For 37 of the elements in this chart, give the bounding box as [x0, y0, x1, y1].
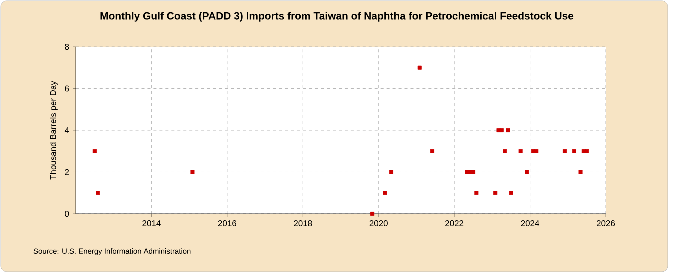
- point: [92, 149, 97, 154]
- point: [190, 170, 195, 174]
- point: [96, 191, 100, 196]
- point: [503, 149, 508, 154]
- point: [506, 128, 510, 133]
- point: [534, 149, 539, 154]
- y-tick-label: 2: [65, 169, 70, 176]
- x-tick-label: 2014: [142, 220, 161, 227]
- y-tick-label: 8: [65, 44, 70, 50]
- x-tick-label: 2018: [294, 220, 312, 227]
- point: [562, 149, 567, 154]
- point: [509, 191, 514, 196]
- x-tick-label: 2024: [521, 220, 540, 227]
- point: [572, 149, 576, 154]
- point: [518, 149, 523, 154]
- y-tick-label: 0: [65, 211, 70, 217]
- point: [430, 149, 434, 154]
- point: [370, 212, 375, 216]
- y-axis-title: Thousand Barrels per Day: [50, 81, 58, 180]
- point: [468, 170, 472, 174]
- point: [472, 170, 476, 174]
- y-tick-label: 4: [64, 128, 70, 134]
- point: [585, 149, 590, 154]
- chart-title: Monthly Gulf Coast (PADD 3) Imports from Taiwan of Naphtha for Petrochemical Feedstock Use: [100, 12, 574, 22]
- y-tick-label: 6: [65, 86, 70, 92]
- x-tick-label: 2020: [370, 220, 388, 227]
- point: [383, 191, 388, 196]
- x-tick-label: 2022: [446, 220, 464, 227]
- point: [578, 170, 583, 174]
- x-tick-label: 2016: [218, 220, 236, 227]
- point: [494, 191, 498, 196]
- point: [389, 170, 394, 174]
- point: [418, 66, 422, 70]
- point: [500, 128, 504, 133]
- point: [474, 191, 479, 196]
- point: [525, 170, 530, 174]
- x-tick-label: 2026: [597, 220, 616, 227]
